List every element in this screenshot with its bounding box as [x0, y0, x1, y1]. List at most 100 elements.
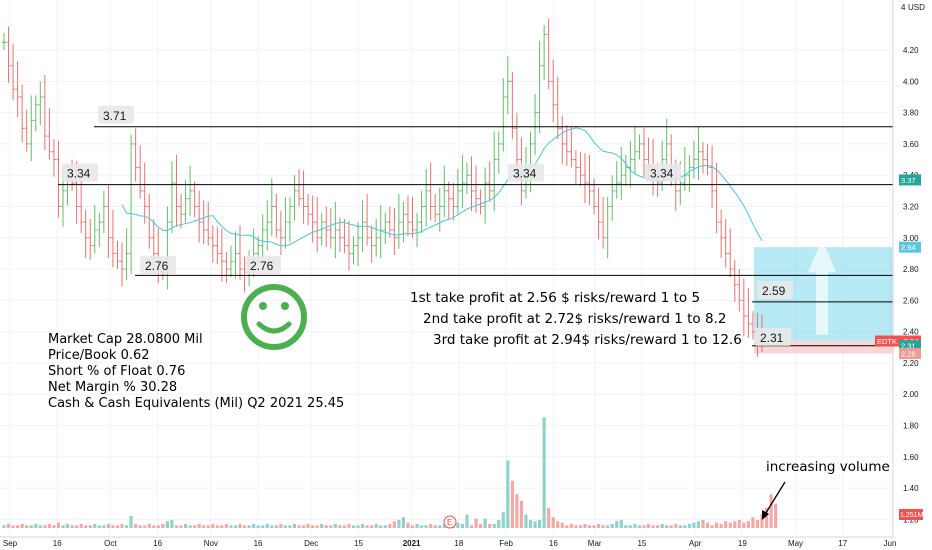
volume-bar [678, 525, 682, 528]
volume-bar [551, 517, 555, 528]
price-tick-label: 3.80 [903, 109, 919, 118]
time-tick-label: May [788, 539, 803, 548]
price-tag [899, 174, 921, 186]
time-tick-label: Mar [588, 539, 602, 548]
stat-line: Net Margin % 30.28 [48, 380, 177, 395]
price-tick-label: 2.80 [903, 265, 919, 274]
price-tick-label: 1.40 [903, 484, 919, 493]
time-tick-label: Sep [3, 539, 18, 548]
volume-bar [315, 525, 319, 528]
take-profit-note: 2nd take profit at 2.72$ risks/reward 1 … [423, 311, 726, 327]
volume-bar [124, 525, 129, 528]
volume-bar [565, 525, 569, 528]
price-tick-label: 2.40 [903, 328, 919, 337]
earnings-marker-text: E [447, 518, 452, 527]
up-arrow-icon [808, 239, 836, 335]
volume-bar [288, 525, 292, 528]
level-label: 3.71 [103, 109, 127, 123]
volume-bar [292, 523, 297, 528]
volume-bar [574, 525, 578, 528]
time-tick-label: 17 [838, 539, 847, 548]
volume-bar [6, 523, 11, 528]
volume-bar [492, 523, 496, 528]
volume-bar [156, 525, 160, 528]
volume-bar [43, 525, 47, 528]
price-axis-currency: USD [908, 3, 925, 12]
level-label-box [62, 163, 98, 182]
volume-bar [415, 523, 419, 528]
volume-bar [438, 525, 442, 528]
volume-bar [442, 523, 446, 528]
volume-bar [569, 523, 573, 528]
volume-bar [488, 523, 492, 528]
volume-bar [656, 525, 660, 528]
price-tag [875, 335, 921, 347]
volume-bar [138, 525, 142, 528]
volume-bar [179, 525, 183, 528]
smiley-eye [281, 302, 289, 310]
time-tick-label: Nov [204, 539, 218, 548]
volume-bar [760, 514, 764, 528]
time-tick-label: 15 [354, 539, 363, 548]
price-tick-label: 3.60 [903, 140, 919, 149]
volume-bar [728, 522, 732, 528]
volume-bar [497, 519, 501, 528]
volume-bar [651, 525, 655, 528]
earnings-marker-icon [443, 515, 457, 529]
volume-bar [11, 525, 15, 528]
volume-bar [392, 521, 396, 528]
price-tick-label: 3.20 [903, 202, 919, 211]
price-tag [899, 241, 921, 253]
volume-bar [65, 523, 70, 528]
volume-bar [52, 525, 56, 528]
volume-bar [674, 523, 678, 528]
volume-bar [102, 525, 106, 528]
volume-bar [338, 525, 342, 528]
take-profit-note: 1st take profit at 2.56 $ risks/reward 1… [410, 290, 700, 306]
volume-bar [356, 525, 360, 528]
volume-bar [311, 525, 315, 528]
volume-bar [501, 511, 505, 528]
volume-bar [397, 519, 401, 528]
price-tick-label: 3.00 [903, 234, 919, 243]
smiley-mouth [256, 321, 292, 334]
volume-bar [238, 523, 242, 528]
horizontal-levels [58, 126, 893, 347]
volume-bar [61, 525, 65, 528]
volume-bar [197, 523, 201, 528]
volume-bar [610, 523, 614, 528]
level-label: 2.31 [760, 331, 784, 345]
volume-bar [619, 519, 623, 528]
smiley-eye [259, 302, 267, 310]
volume-bar [360, 523, 365, 528]
volume-bar [56, 522, 61, 528]
volume-bar [633, 523, 637, 528]
price-tag-text: EDTK · 2.34 [877, 337, 918, 346]
volume-bar [478, 523, 483, 528]
stat-line: Cash & Cash Equivalents (Mil) Q2 2021 25… [48, 396, 344, 411]
stat-line: Market Cap 28.0800 Mil [48, 332, 203, 347]
time-tick-label: 16 [254, 539, 263, 548]
level-label-box [245, 255, 281, 274]
level-label: 3.34 [650, 167, 674, 181]
volume-bar [20, 523, 24, 528]
volume-bar [587, 525, 592, 528]
price-tick-label: 1.80 [903, 421, 919, 430]
volume-bar [265, 523, 269, 528]
volume-bar [129, 515, 133, 528]
volume-bar [34, 523, 38, 528]
time-tick-label: 16 [53, 539, 62, 548]
volume-bar [601, 525, 605, 528]
volume-bar [274, 525, 278, 528]
volume-bar [174, 525, 179, 528]
time-tick-label: Feb [499, 539, 513, 548]
price-axis-top-label: 4 [901, 3, 906, 12]
volume-bar [233, 525, 238, 528]
volume-bar [152, 525, 156, 528]
volume-bar [433, 525, 437, 528]
volume-bar [351, 525, 356, 528]
level-label-box [140, 255, 176, 274]
volume-bar [646, 523, 651, 528]
stat-line: Price/Book 0.62 [48, 348, 150, 363]
candles-layer [2, 18, 764, 357]
